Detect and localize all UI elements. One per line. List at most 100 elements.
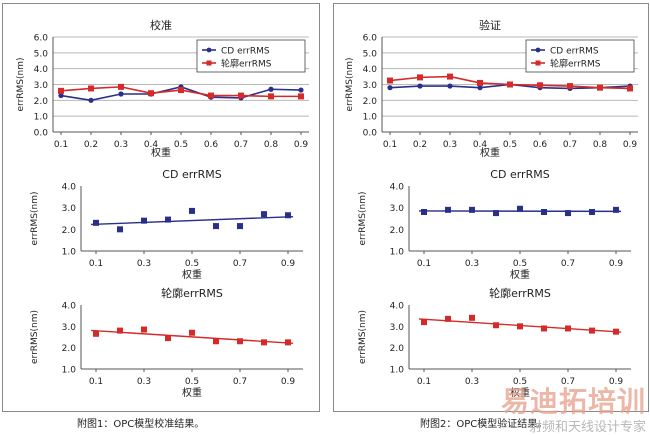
data-point <box>237 223 243 229</box>
data-point <box>417 83 422 88</box>
y-tick-label: 1.0 <box>34 113 49 123</box>
y-tick-label: 2.0 <box>363 97 378 107</box>
x-tick-label: 0.9 <box>294 140 309 150</box>
y-tick-label: 3.0 <box>390 323 405 333</box>
data-point <box>387 78 393 84</box>
data-point <box>421 209 427 215</box>
data-point <box>213 338 219 344</box>
y-tick-label: 2.0 <box>34 97 49 107</box>
x-tick-label: 0.7 <box>234 140 248 150</box>
data-point <box>88 98 93 103</box>
data-point <box>445 316 451 322</box>
x-tick-label: 0.7 <box>233 259 247 269</box>
trendline <box>91 217 293 225</box>
x-tick-label: 0.3 <box>137 377 151 387</box>
chart-title: CD errRMS <box>162 168 221 181</box>
chart-title: CD errRMS <box>490 168 549 181</box>
data-point <box>189 208 195 214</box>
x-axis-label: 权重 <box>182 386 202 399</box>
legend-entry: 轮廓errRMS <box>221 58 272 70</box>
data-point <box>298 87 303 92</box>
x-tick-label: 0.3 <box>465 377 479 387</box>
x-tick-label: 0.2 <box>413 140 427 150</box>
data-point <box>213 223 219 229</box>
data-point <box>285 339 291 345</box>
x-tick-label: 0.1 <box>383 140 397 150</box>
legend-swatch-marker <box>536 61 541 66</box>
data-point <box>565 325 571 331</box>
legend-swatch-marker <box>207 61 212 66</box>
data-point <box>589 209 595 215</box>
x-tick-label: 0.5 <box>513 259 527 269</box>
legend-entry: CD errRMS <box>550 47 599 57</box>
chart-title: 校准 <box>150 18 172 32</box>
data-point <box>597 85 603 91</box>
y-tick-label: 3.0 <box>62 204 77 214</box>
x-tick-label: 0.1 <box>54 140 68 150</box>
y-tick-label: 5.0 <box>34 49 49 59</box>
x-axis-label: 权重 <box>510 386 530 399</box>
data-point <box>208 93 214 99</box>
figure-1-caption: 附图1：OPC模型校准结果。 <box>77 415 204 430</box>
x-tick-label: 0.9 <box>609 259 624 269</box>
data-point <box>268 87 273 92</box>
chart-title: 验证 <box>479 18 501 32</box>
data-point <box>93 220 99 226</box>
data-point <box>417 74 423 80</box>
y-tick-label: 3.0 <box>363 81 378 91</box>
data-point <box>469 315 475 321</box>
data-point <box>117 328 123 334</box>
x-tick-label: 0.5 <box>513 377 527 387</box>
x-tick-label: 0.3 <box>137 259 151 269</box>
x-tick-label: 0.3 <box>465 259 479 269</box>
x-tick-label: 0.9 <box>609 377 624 387</box>
x-tick-label: 0.5 <box>185 377 199 387</box>
x-axis-label: 权重 <box>510 268 530 281</box>
data-point <box>627 85 633 91</box>
y-tick-label: 1.0 <box>62 366 77 376</box>
chart-title: 轮廓errRMS <box>161 286 223 300</box>
data-point <box>537 82 543 88</box>
data-point <box>447 74 453 80</box>
x-tick-label: 0.9 <box>281 377 296 387</box>
data-point <box>58 88 64 94</box>
x-tick-label: 0.5 <box>174 140 188 150</box>
y-tick-label: 4.0 <box>62 302 77 312</box>
data-point <box>189 330 195 336</box>
data-point <box>507 82 513 88</box>
x-tick-label: 0.7 <box>561 377 575 387</box>
y-tick-label: 2.0 <box>390 344 405 354</box>
data-point <box>589 328 595 334</box>
data-point <box>117 226 123 232</box>
x-tick-label: 0.8 <box>593 140 608 150</box>
data-point <box>493 210 499 216</box>
y-tick-label: 0.0 <box>363 129 378 139</box>
data-point <box>387 85 392 90</box>
y-tick-label: 4.0 <box>62 183 77 193</box>
x-tick-label: 0.5 <box>503 140 517 150</box>
y-tick-label: 3.0 <box>390 204 405 214</box>
x-tick-label: 0.1 <box>89 377 103 387</box>
x-axis-label: 权重 <box>151 146 171 159</box>
y-tick-label: 2.0 <box>62 226 77 236</box>
x-tick-label: 0.7 <box>563 140 577 150</box>
data-point <box>178 87 184 93</box>
x-tick-label: 0.6 <box>533 140 548 150</box>
x-tick-label: 0.8 <box>264 140 279 150</box>
data-point <box>141 218 147 224</box>
data-point <box>517 323 523 329</box>
data-point <box>541 209 547 215</box>
x-tick-label: 0.6 <box>204 140 219 150</box>
y-tick-label: 4.0 <box>363 65 378 75</box>
y-tick-label: 3.0 <box>34 81 49 91</box>
x-tick-label: 0.5 <box>185 259 199 269</box>
legend-entry: CD errRMS <box>221 47 270 57</box>
data-point <box>517 206 523 212</box>
data-point <box>565 210 571 216</box>
